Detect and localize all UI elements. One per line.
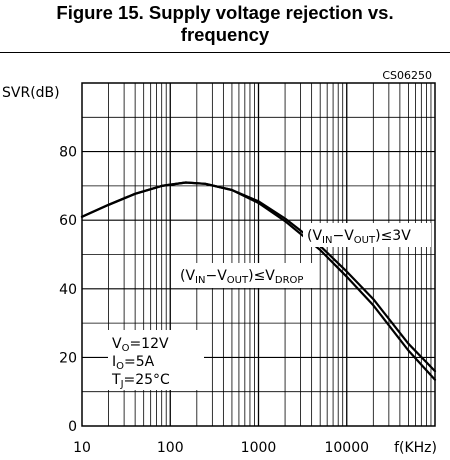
plot-frame: [81, 82, 436, 427]
conditions-bg: [108, 330, 204, 390]
title-rule: [0, 52, 450, 53]
label-drop: (VIN−VOUT)≤VDROP: [180, 268, 303, 286]
x-tick-label: 10000: [324, 440, 369, 456]
x-axis-label: f(KHz): [394, 440, 437, 456]
y-tick-label: 60: [59, 213, 77, 229]
label-drop-bg: [175, 263, 319, 288]
y-tick-label: 20: [59, 350, 77, 366]
y-tick-labels: 0 20 40 60 80: [59, 145, 77, 435]
condition-tj: TJ=25°C: [111, 372, 170, 390]
series-line-vdrop: [80, 181, 437, 381]
x-tick-label: 10: [73, 440, 91, 456]
label-3v: (VIN−VOUT)≤3V: [307, 228, 411, 246]
x-tick-labels: 10 100 1000 10000: [73, 440, 369, 456]
condition-io: IO=5A: [112, 354, 155, 372]
series-lines: [80, 181, 437, 381]
x-tick-label: 100: [157, 440, 184, 456]
label-3v-bg: [303, 223, 431, 247]
condition-vo: VO=12V: [112, 336, 169, 354]
figure-title-line2: frequency: [180, 24, 270, 45]
y-tick-label: 80: [59, 145, 77, 161]
y-axis-label: SVR(dB): [2, 85, 60, 101]
chart-code: CS06250: [382, 69, 432, 82]
figure-title-line1: Figure 15. Supply voltage rejection vs.: [56, 2, 394, 23]
x-tick-label: 1000: [241, 440, 277, 456]
y-tick-label: 0: [68, 419, 77, 435]
y-tick-label: 40: [59, 282, 77, 298]
figure-title: Figure 15. Supply voltage rejection vs. …: [0, 2, 450, 46]
